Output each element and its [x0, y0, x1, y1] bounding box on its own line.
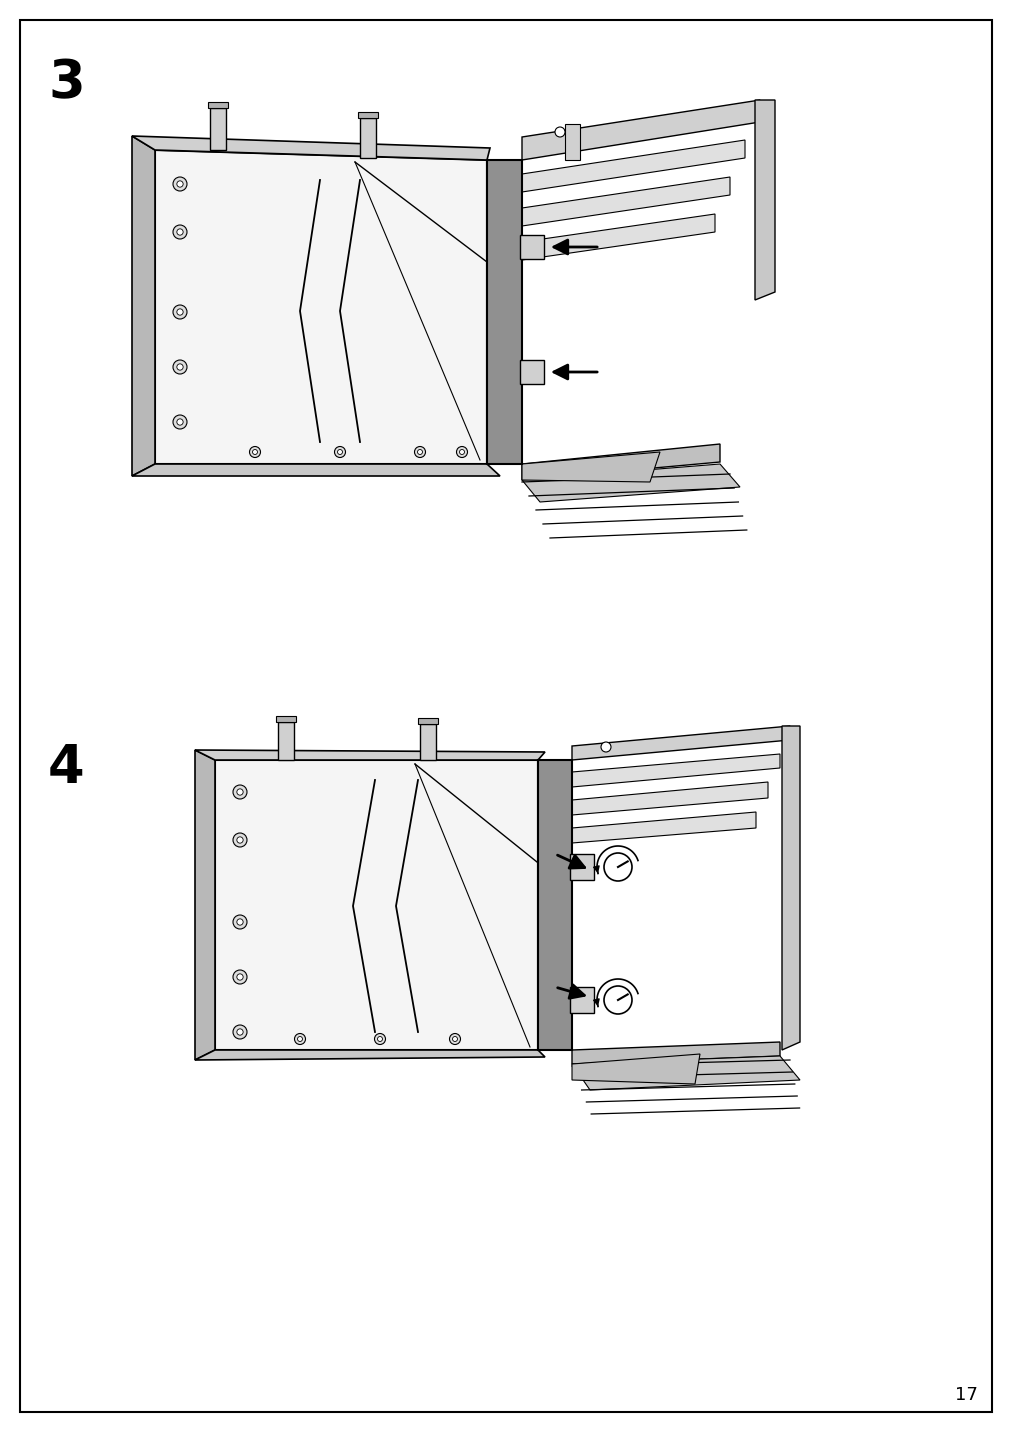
Circle shape: [459, 450, 464, 454]
Polygon shape: [782, 726, 800, 1050]
Polygon shape: [569, 987, 593, 1012]
Circle shape: [253, 450, 257, 454]
Polygon shape: [522, 100, 759, 160]
Polygon shape: [360, 117, 376, 158]
Circle shape: [177, 364, 183, 369]
Circle shape: [173, 225, 187, 239]
Circle shape: [604, 987, 632, 1014]
Text: 17: 17: [954, 1386, 977, 1403]
Polygon shape: [564, 125, 579, 160]
Polygon shape: [569, 853, 593, 881]
Polygon shape: [278, 722, 294, 760]
Polygon shape: [195, 750, 545, 760]
Circle shape: [449, 1034, 460, 1044]
Polygon shape: [522, 213, 715, 261]
Polygon shape: [210, 107, 225, 150]
Circle shape: [237, 836, 243, 843]
Circle shape: [233, 969, 247, 984]
Circle shape: [338, 450, 342, 454]
Polygon shape: [754, 100, 774, 299]
Polygon shape: [522, 178, 729, 226]
Circle shape: [233, 915, 247, 929]
Circle shape: [604, 853, 632, 881]
Polygon shape: [131, 464, 499, 475]
Circle shape: [452, 1037, 457, 1041]
Polygon shape: [571, 1054, 700, 1084]
Circle shape: [418, 450, 422, 454]
Polygon shape: [420, 725, 436, 760]
Text: 4: 4: [48, 742, 85, 793]
Circle shape: [173, 178, 187, 190]
Polygon shape: [522, 140, 744, 192]
Circle shape: [177, 309, 183, 315]
Polygon shape: [522, 444, 719, 480]
Circle shape: [297, 1037, 302, 1041]
Circle shape: [237, 789, 243, 795]
Polygon shape: [522, 453, 659, 483]
Polygon shape: [571, 1055, 800, 1090]
Polygon shape: [520, 235, 544, 259]
Polygon shape: [538, 760, 571, 1050]
Circle shape: [554, 127, 564, 137]
Circle shape: [233, 1025, 247, 1040]
Polygon shape: [520, 359, 544, 384]
Circle shape: [335, 447, 345, 457]
Circle shape: [173, 359, 187, 374]
Circle shape: [173, 415, 187, 430]
Circle shape: [237, 919, 243, 925]
Polygon shape: [418, 717, 438, 725]
Polygon shape: [195, 750, 214, 1060]
Circle shape: [415, 447, 425, 457]
Circle shape: [237, 1028, 243, 1035]
Polygon shape: [214, 760, 538, 1050]
Circle shape: [294, 1034, 305, 1044]
Polygon shape: [571, 755, 779, 788]
Polygon shape: [155, 150, 486, 464]
Circle shape: [177, 418, 183, 425]
Polygon shape: [358, 112, 378, 117]
Polygon shape: [208, 102, 227, 107]
Circle shape: [250, 447, 260, 457]
Polygon shape: [131, 136, 489, 160]
Polygon shape: [486, 160, 522, 464]
Polygon shape: [571, 812, 755, 843]
Polygon shape: [571, 1042, 779, 1064]
Text: 3: 3: [48, 57, 85, 109]
Circle shape: [173, 305, 187, 319]
Circle shape: [177, 180, 183, 188]
Circle shape: [237, 974, 243, 979]
Circle shape: [456, 447, 467, 457]
Polygon shape: [131, 136, 155, 475]
Polygon shape: [522, 464, 739, 503]
Circle shape: [377, 1037, 382, 1041]
Circle shape: [374, 1034, 385, 1044]
Circle shape: [233, 785, 247, 799]
Polygon shape: [195, 1050, 545, 1060]
Circle shape: [601, 742, 611, 752]
Polygon shape: [276, 716, 295, 722]
Polygon shape: [571, 726, 790, 760]
Circle shape: [177, 229, 183, 235]
Polygon shape: [571, 782, 767, 815]
Circle shape: [233, 833, 247, 846]
